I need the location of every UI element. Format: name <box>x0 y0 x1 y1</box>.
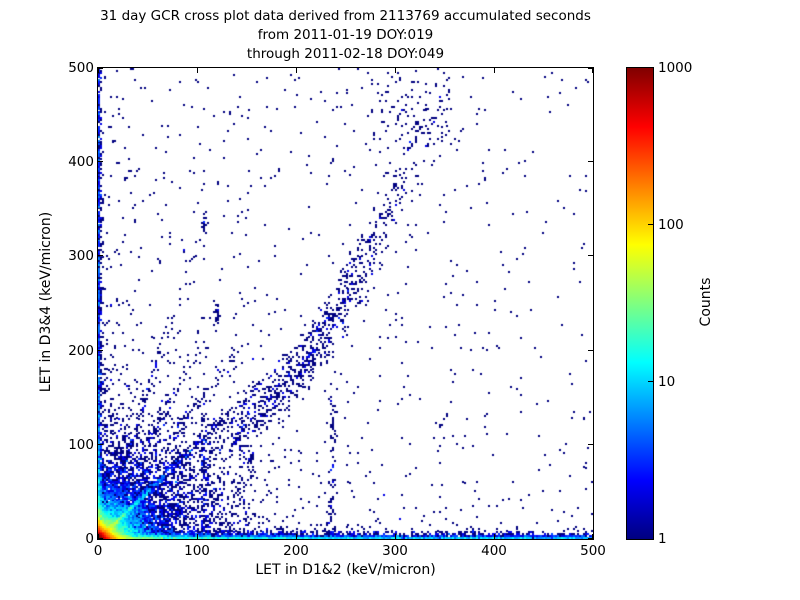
x-tick-label: 100 <box>184 543 210 559</box>
y-tick-mark-right <box>588 68 593 69</box>
y-tick-mark <box>98 350 103 351</box>
x-tick-mark <box>197 534 198 539</box>
colorbar-tick-label: 1000 <box>658 60 693 76</box>
y-tick-label: 500 <box>68 60 94 76</box>
x-tick-mark <box>494 534 495 539</box>
x-tick-mark-top <box>395 68 396 73</box>
title-line-1: 31 day GCR cross plot data derived from … <box>100 8 591 24</box>
colorbar-tick-label: 100 <box>658 217 684 233</box>
colorbar <box>626 67 654 540</box>
y-tick-mark-right <box>588 161 593 162</box>
y-tick-label: 200 <box>68 343 94 359</box>
y-tick-mark-right <box>588 255 593 256</box>
title-line-2: from 2011-01-19 DOY:019 <box>257 27 434 43</box>
x-tick-mark <box>395 534 396 539</box>
x-tick-mark-top <box>592 68 593 73</box>
x-tick-mark-top <box>494 68 495 73</box>
x-tick-label: 300 <box>382 543 408 559</box>
colorbar-tick-mark <box>648 381 653 382</box>
y-tick-mark-right <box>588 538 593 539</box>
plot-area <box>97 67 594 540</box>
x-tick-mark <box>296 534 297 539</box>
y-tick-mark-right <box>588 444 593 445</box>
y-tick-label: 400 <box>68 154 94 170</box>
y-tick-mark <box>98 255 103 256</box>
x-tick-mark-top <box>197 68 198 73</box>
x-tick-mark <box>98 534 99 539</box>
colorbar-tick-mark <box>648 224 653 225</box>
x-tick-label: 400 <box>481 543 507 559</box>
y-tick-mark <box>98 68 103 69</box>
x-tick-mark <box>592 534 593 539</box>
y-tick-mark <box>98 161 103 162</box>
title-line-3: through 2011-02-18 DOY:049 <box>246 46 445 62</box>
y-tick-mark-right <box>588 350 593 351</box>
colorbar-tick-label: 10 <box>658 374 676 390</box>
y-tick-mark <box>98 444 103 445</box>
y-tick-mark <box>98 538 103 539</box>
x-tick-label: 500 <box>580 543 606 559</box>
y-tick-label: 100 <box>68 437 94 453</box>
y-tick-label: 0 <box>85 531 94 547</box>
x-tick-label: 0 <box>93 543 103 559</box>
y-tick-label: 300 <box>68 248 94 264</box>
x-tick-mark-top <box>98 68 99 73</box>
x-tick-label: 200 <box>283 543 309 559</box>
scatter-density-canvas <box>98 68 593 539</box>
x-tick-mark-top <box>296 68 297 73</box>
x-axis-label: LET in D1&2 (keV/micron) <box>255 562 436 578</box>
plot-title: 31 day GCR cross plot data derived from … <box>98 7 593 64</box>
colorbar-tick-label: 1 <box>658 531 667 547</box>
